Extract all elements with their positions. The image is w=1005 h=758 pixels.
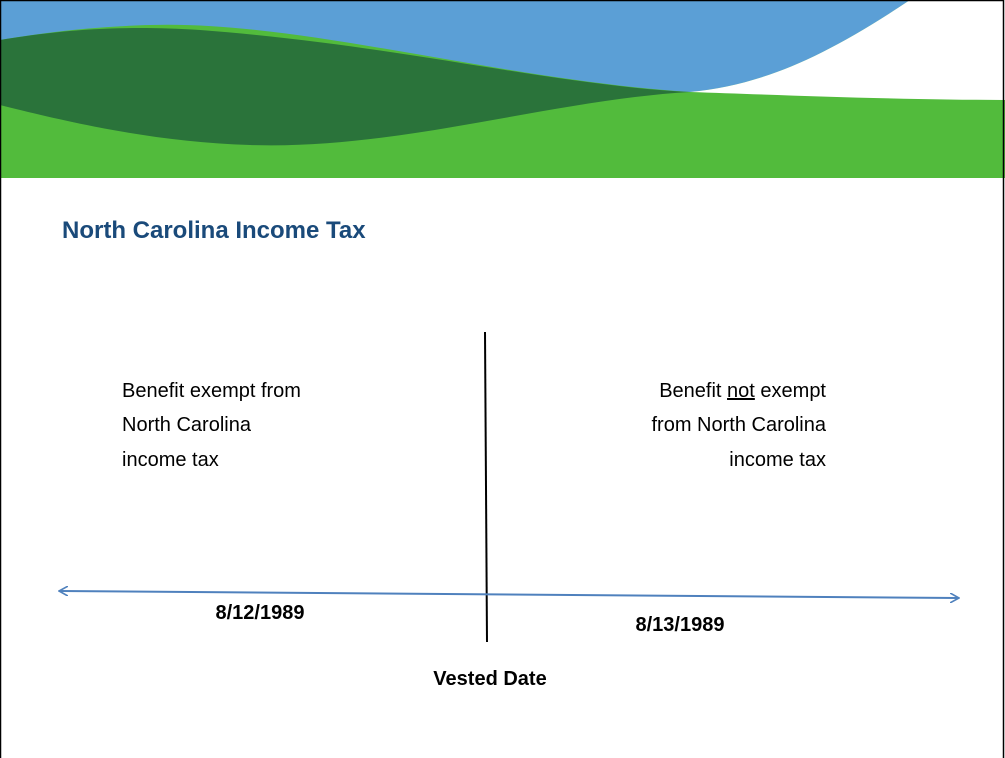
marker-label: Vested Date <box>433 668 546 690</box>
left-text: Benefit exempt from North Carolina incom… <box>122 380 301 471</box>
text-line: North Carolina <box>122 414 252 436</box>
wave-blue <box>0 0 910 92</box>
text-line: income tax <box>122 449 219 471</box>
right-text: Benefit not exempt from North Carolina i… <box>651 380 826 471</box>
text-word: Benefit <box>659 380 722 402</box>
wave-dark-green <box>0 28 690 146</box>
text-word: exempt <box>760 380 826 402</box>
text-line: Benefit exempt from <box>122 380 301 402</box>
date-after: 8/13/1989 <box>636 614 725 636</box>
text-line: from North Carolina <box>651 414 826 436</box>
text-line: Benefit not exempt <box>659 380 826 402</box>
header-wave <box>0 0 1005 178</box>
timeline-arrow <box>60 591 958 598</box>
wave-white <box>690 0 1005 100</box>
date-before: 8/12/1989 <box>216 602 305 624</box>
slide-title: North Carolina Income Tax <box>62 217 366 244</box>
emphasis: not <box>727 380 755 402</box>
text-line: income tax <box>729 449 826 471</box>
